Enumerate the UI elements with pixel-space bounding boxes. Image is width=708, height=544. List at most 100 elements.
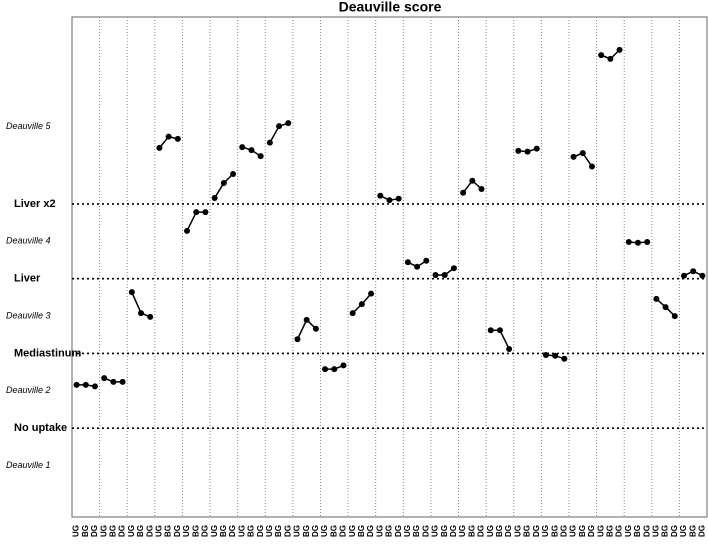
x-tick-label: DG: [642, 525, 651, 537]
x-tick-label: BG: [550, 525, 559, 537]
point: [82, 381, 89, 388]
x-tick-label: BG: [605, 525, 614, 537]
point: [358, 301, 365, 308]
point: [395, 195, 402, 202]
band-label: Deauville 5: [6, 121, 52, 131]
point: [487, 327, 494, 334]
x-tick-label: BG: [412, 525, 421, 537]
point: [92, 383, 99, 390]
point: [202, 209, 209, 216]
point: [634, 239, 641, 246]
x-tick-label: BG: [661, 525, 670, 537]
x-tick-label: UG: [99, 525, 108, 537]
plot-frame: [71, 16, 708, 518]
x-tick-label: BG: [688, 525, 697, 537]
point: [542, 351, 549, 358]
x-tick-label: BG: [81, 525, 90, 537]
x-tick-label: UG: [320, 525, 329, 537]
x-tick-label: UG: [513, 525, 522, 537]
y-tick-label: Mediastinum: [14, 347, 81, 359]
point: [303, 316, 310, 323]
point: [607, 55, 614, 62]
point: [73, 381, 80, 388]
x-tick-label: DG: [256, 525, 265, 537]
point: [138, 310, 145, 317]
x-tick-label: DG: [421, 525, 430, 537]
x-tick-label: DG: [366, 525, 375, 537]
point: [561, 355, 568, 362]
x-tick-label: BG: [274, 525, 283, 537]
point: [322, 366, 329, 373]
x-tick-label: BG: [329, 525, 338, 537]
x-tick-label: DG: [587, 525, 596, 537]
x-tick-label: DG: [559, 525, 568, 537]
x-tick-label: BG: [523, 525, 532, 537]
point: [156, 144, 163, 151]
point: [653, 295, 660, 302]
point: [312, 325, 319, 332]
x-tick-label: DG: [311, 525, 320, 537]
point: [579, 150, 586, 157]
x-tick-label: BG: [467, 525, 476, 537]
x-tick-label: BG: [302, 525, 311, 537]
x-tick-label: BG: [578, 525, 587, 537]
point: [404, 259, 411, 266]
band-label: Deauville 4: [6, 236, 51, 246]
x-tick-label: UG: [72, 525, 81, 537]
point: [552, 352, 559, 359]
point: [414, 263, 421, 270]
point: [616, 46, 623, 53]
x-tick-label: DG: [394, 525, 403, 537]
x-tick-label: BG: [495, 525, 504, 537]
x-tick-label: UG: [486, 525, 495, 537]
x-tick-label: UG: [596, 525, 605, 537]
x-tick-label: BG: [357, 525, 366, 537]
x-tick-label: BG: [633, 525, 642, 537]
point: [450, 265, 457, 272]
point: [662, 304, 669, 311]
point: [680, 272, 687, 279]
point: [496, 327, 503, 334]
x-tick-label: UG: [293, 525, 302, 537]
x-tick-label: BG: [247, 525, 256, 537]
point: [184, 227, 191, 234]
point: [386, 197, 393, 204]
x-tick-label: DG: [118, 525, 127, 537]
point: [588, 163, 595, 170]
point: [220, 179, 227, 186]
point: [524, 148, 531, 155]
x-tick-label: DG: [532, 525, 541, 537]
x-tick-label: DG: [339, 525, 348, 537]
point: [147, 313, 154, 320]
chart-title: Deauville score: [339, 0, 442, 15]
point: [349, 310, 356, 317]
point: [368, 290, 375, 297]
point: [248, 147, 255, 154]
point: [239, 144, 246, 151]
point: [211, 194, 218, 201]
x-tick-label: UG: [541, 525, 550, 537]
x-tick-label: DG: [615, 525, 624, 537]
x-tick-label: DG: [449, 525, 458, 537]
x-tick-label: UG: [431, 525, 440, 537]
x-tick-label: DG: [504, 525, 513, 537]
x-tick-label: BG: [191, 525, 200, 537]
x-tick-label: DG: [670, 525, 679, 537]
x-tick-label: BG: [136, 525, 145, 537]
point: [174, 135, 181, 142]
x-tick-label: BG: [440, 525, 449, 537]
x-tick-label: UG: [155, 525, 164, 537]
point: [119, 378, 126, 385]
point: [331, 366, 338, 373]
band-label: Deauville 1: [6, 460, 51, 470]
point: [432, 271, 439, 278]
point: [460, 189, 467, 196]
x-tick-label: BG: [385, 525, 394, 537]
point: [257, 153, 264, 160]
point: [598, 52, 605, 59]
point: [340, 362, 347, 369]
point: [699, 272, 706, 279]
x-tick-label: UG: [651, 525, 660, 537]
